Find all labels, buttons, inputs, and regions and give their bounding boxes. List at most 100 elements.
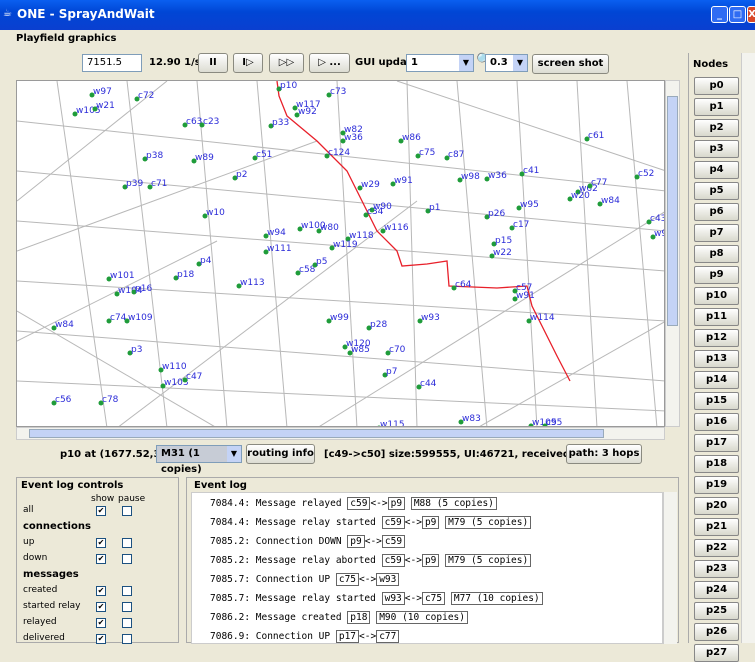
map-node-dot[interactable] — [182, 377, 188, 383]
map-node-dot[interactable] — [340, 138, 346, 144]
map-node-label[interactable]: p3 — [131, 345, 142, 355]
node-button-p22[interactable]: p22 — [694, 539, 739, 557]
log-node-tag[interactable]: p9 — [421, 516, 440, 529]
map-node-label[interactable]: p16 — [135, 284, 152, 294]
map-node-label[interactable]: c77 — [591, 178, 607, 188]
map-node-dot[interactable] — [312, 262, 318, 268]
map-node-dot[interactable] — [142, 156, 148, 162]
map-node-dot[interactable] — [147, 184, 153, 190]
map-node-dot[interactable] — [106, 318, 112, 324]
show-checkbox[interactable]: ✔ — [96, 554, 106, 564]
map-node-dot[interactable] — [268, 123, 274, 129]
map-node-dot[interactable] — [106, 276, 112, 282]
map-node-label[interactable]: w80 — [320, 223, 339, 233]
map-node-dot[interactable] — [202, 213, 208, 219]
map-node-label[interactable]: w101 — [110, 271, 135, 281]
log-node-tag[interactable]: c59 — [381, 554, 405, 567]
node-button-p13[interactable]: p13 — [694, 350, 739, 368]
pause-checkbox[interactable] — [122, 586, 132, 596]
map-node-dot[interactable] — [324, 153, 330, 159]
map-node-label[interactable]: c72 — [138, 91, 154, 101]
map-node-dot[interactable] — [326, 318, 332, 324]
map-node-label[interactable]: c73 — [330, 87, 346, 97]
map-node-dot[interactable] — [98, 400, 104, 406]
node-button-p14[interactable]: p14 — [694, 371, 739, 389]
node-button-p7[interactable]: p7 — [694, 224, 739, 242]
node-button-p5[interactable]: p5 — [694, 182, 739, 200]
node-button-p24[interactable]: p24 — [694, 581, 739, 599]
map-node-label[interactable]: w84 — [601, 196, 620, 206]
map-node-dot[interactable] — [575, 189, 581, 195]
map-node-label[interactable]: w120 — [346, 339, 371, 349]
node-button-p1[interactable]: p1 — [694, 98, 739, 116]
map-node-dot[interactable] — [417, 318, 423, 324]
map-node-dot[interactable] — [458, 419, 464, 425]
map-node-dot[interactable] — [292, 105, 298, 111]
map-node-label[interactable]: w91 — [394, 176, 413, 186]
node-button-p4[interactable]: p4 — [694, 161, 739, 179]
node-button-p3[interactable]: p3 — [694, 140, 739, 158]
map-node-label[interactable]: c61 — [588, 131, 604, 141]
map-node-label[interactable]: w83 — [462, 414, 481, 424]
map-node-label[interactable]: w117 — [296, 100, 321, 110]
map-node-label[interactable]: w110 — [162, 362, 187, 372]
map-node-dot[interactable] — [526, 318, 532, 324]
map-node-label[interactable]: c52 — [638, 169, 654, 179]
map-node-dot[interactable] — [519, 171, 525, 177]
map-node-dot[interactable] — [134, 96, 140, 102]
map-node-label[interactable]: w85 — [351, 345, 370, 355]
map-node-dot[interactable] — [196, 261, 202, 267]
map-node-dot[interactable] — [326, 92, 332, 98]
map-node-dot[interactable] — [263, 249, 269, 255]
map-node-label[interactable]: c44 — [420, 379, 437, 389]
map-node-dot[interactable] — [294, 112, 300, 118]
map-node-label[interactable]: c34 — [367, 207, 384, 217]
map-node-label[interactable]: p33 — [272, 118, 289, 128]
map-node-label[interactable]: p38 — [146, 151, 163, 161]
map-node-dot[interactable] — [385, 350, 391, 356]
map-node-label[interactable]: w109 — [128, 313, 153, 323]
log-node-tag[interactable]: p9 — [387, 497, 406, 510]
node-button-p8[interactable]: p8 — [694, 245, 739, 263]
map-node-dot[interactable] — [444, 155, 450, 161]
map-node-label[interactable]: p7 — [386, 367, 397, 377]
routing-info-button[interactable]: routing info — [246, 444, 315, 464]
map-node-dot[interactable] — [398, 138, 404, 144]
node-button-p18[interactable]: p18 — [694, 455, 739, 473]
pause-button[interactable]: II — [198, 53, 228, 73]
node-button-p15[interactable]: p15 — [694, 392, 739, 410]
map-node-dot[interactable] — [377, 425, 382, 428]
map-node-label[interactable]: c74 — [110, 313, 127, 323]
map-node-label[interactable]: w118 — [349, 231, 374, 241]
map-node-label[interactable]: w98 — [461, 172, 480, 182]
map-node-dot[interactable] — [390, 181, 396, 187]
log-message-tag[interactable]: M79 (5 copies) — [445, 516, 532, 529]
log-node-tag[interactable]: c75 — [335, 573, 360, 586]
map-node-label[interactable]: p2 — [236, 170, 247, 180]
log-node-tag[interactable]: c59 — [347, 497, 371, 510]
map-node-label[interactable]: c64 — [455, 280, 472, 290]
node-button-p11[interactable]: p11 — [694, 308, 739, 326]
node-button-p16[interactable]: p16 — [694, 413, 739, 431]
message-select[interactable]: M31 (1 copies) ▼ — [156, 445, 242, 475]
show-checkbox[interactable]: ✔ — [96, 618, 106, 628]
map-node-dot[interactable] — [182, 122, 188, 128]
map-node-label[interactable]: w100 — [301, 221, 326, 231]
map-node-label[interactable]: c43 — [650, 214, 665, 224]
map-node-dot[interactable] — [634, 174, 640, 180]
map-node-dot[interactable] — [366, 325, 372, 331]
playfield-map[interactable]: p10 w97 c72 w105 w21 c73 c63 c23 p33 w117 w82 w92 w3… — [16, 80, 665, 427]
show-checkbox[interactable]: ✔ — [96, 538, 106, 548]
map-node-dot[interactable] — [380, 228, 386, 234]
map-node-dot[interactable] — [160, 383, 166, 389]
log-message-tag[interactable]: M88 (5 copies) — [410, 497, 497, 510]
map-node-label[interactable]: w36 — [488, 171, 507, 181]
map-node-dot[interactable] — [72, 111, 78, 117]
log-node-tag[interactable]: p9 — [421, 554, 440, 567]
map-node-dot[interactable] — [329, 245, 335, 251]
map-node-label[interactable]: w86 — [402, 133, 421, 143]
node-button-p2[interactable]: p2 — [694, 119, 739, 137]
map-node-dot[interactable] — [416, 384, 422, 390]
map-node-label[interactable]: w93 — [421, 313, 440, 323]
